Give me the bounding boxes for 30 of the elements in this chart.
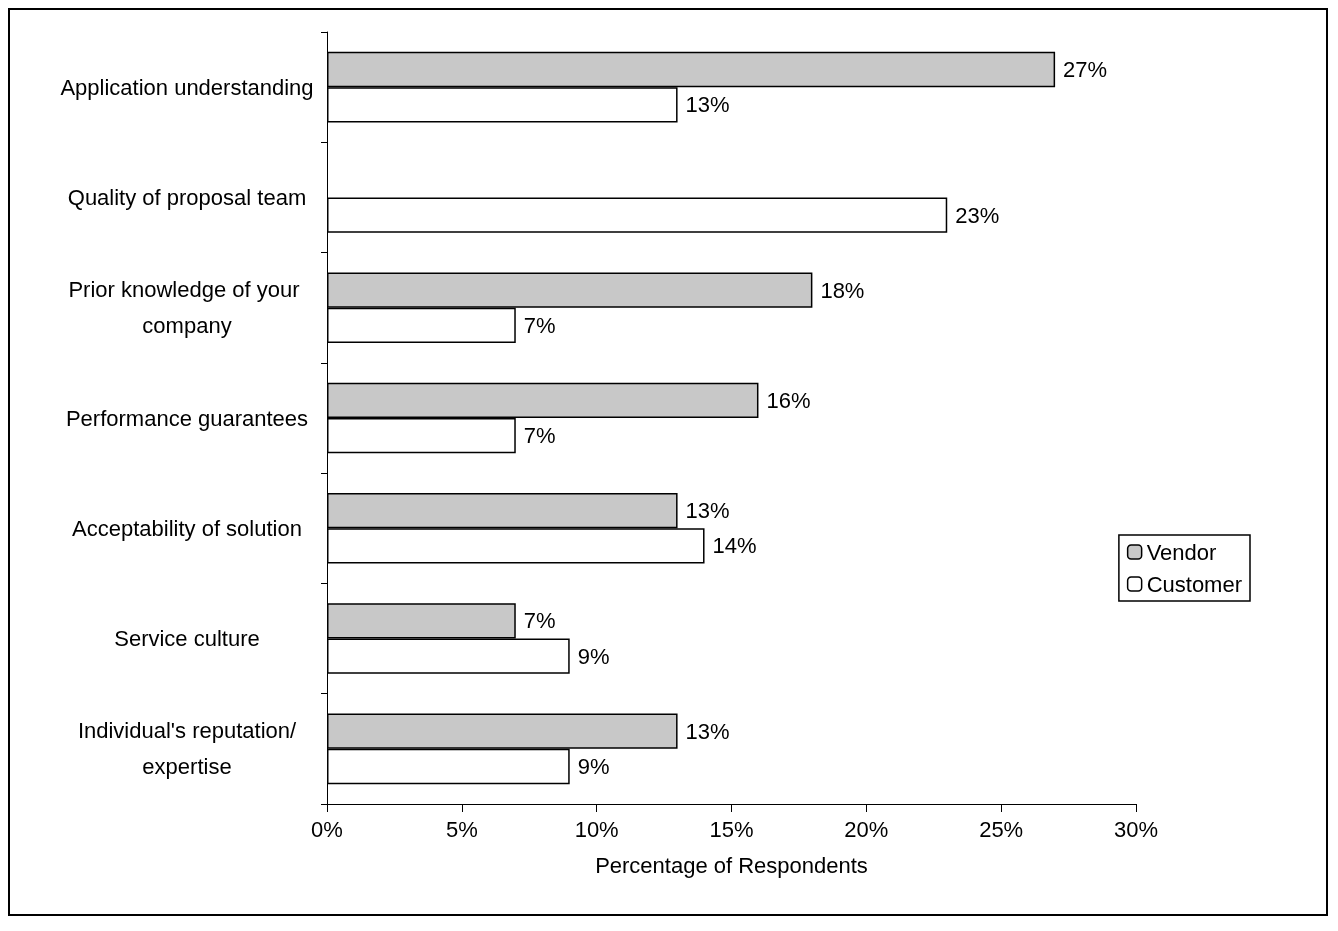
legend-label: Vendor bbox=[1146, 539, 1217, 565]
data-label: 7% bbox=[523, 312, 556, 338]
data-label: 7% bbox=[523, 608, 556, 634]
x-tick-label: 25% bbox=[979, 816, 1024, 842]
x-tick-label: 15% bbox=[709, 816, 754, 842]
data-label: 16% bbox=[766, 387, 811, 413]
y-tick-label: Prior knowledge of your company bbox=[68, 277, 306, 339]
data-label: 13% bbox=[685, 718, 730, 744]
data-label: 23% bbox=[955, 202, 1000, 228]
y-tick-label: Quality of proposal team bbox=[67, 184, 307, 210]
legend-label: Customer bbox=[1146, 571, 1242, 597]
x-axis-title: Percentage of Respondents bbox=[595, 852, 868, 878]
data-label: 14% bbox=[712, 533, 757, 559]
data-label: 27% bbox=[1063, 57, 1108, 82]
data-label: 13% bbox=[685, 92, 730, 118]
data-label: 18% bbox=[820, 277, 865, 303]
x-tick-label: 10% bbox=[574, 816, 619, 842]
y-tick-label: Performance guarantees bbox=[65, 405, 309, 431]
data-label: 9% bbox=[577, 754, 610, 779]
data-label: 7% bbox=[523, 423, 556, 449]
data-label: 13% bbox=[685, 498, 730, 524]
y-tick-label: Service culture bbox=[114, 626, 260, 652]
y-tick-label: Acceptability of solution bbox=[72, 515, 302, 541]
x-tick-label: 30% bbox=[1113, 816, 1159, 842]
x-tick-label: 20% bbox=[844, 816, 889, 842]
y-tick-label: Individual's reputation/expertise bbox=[77, 718, 297, 780]
x-tick-label: 0% bbox=[311, 816, 343, 842]
y-tick-label: Application understanding bbox=[60, 74, 314, 100]
data-label: 9% bbox=[577, 643, 610, 669]
x-tick-label: 5% bbox=[445, 816, 478, 842]
